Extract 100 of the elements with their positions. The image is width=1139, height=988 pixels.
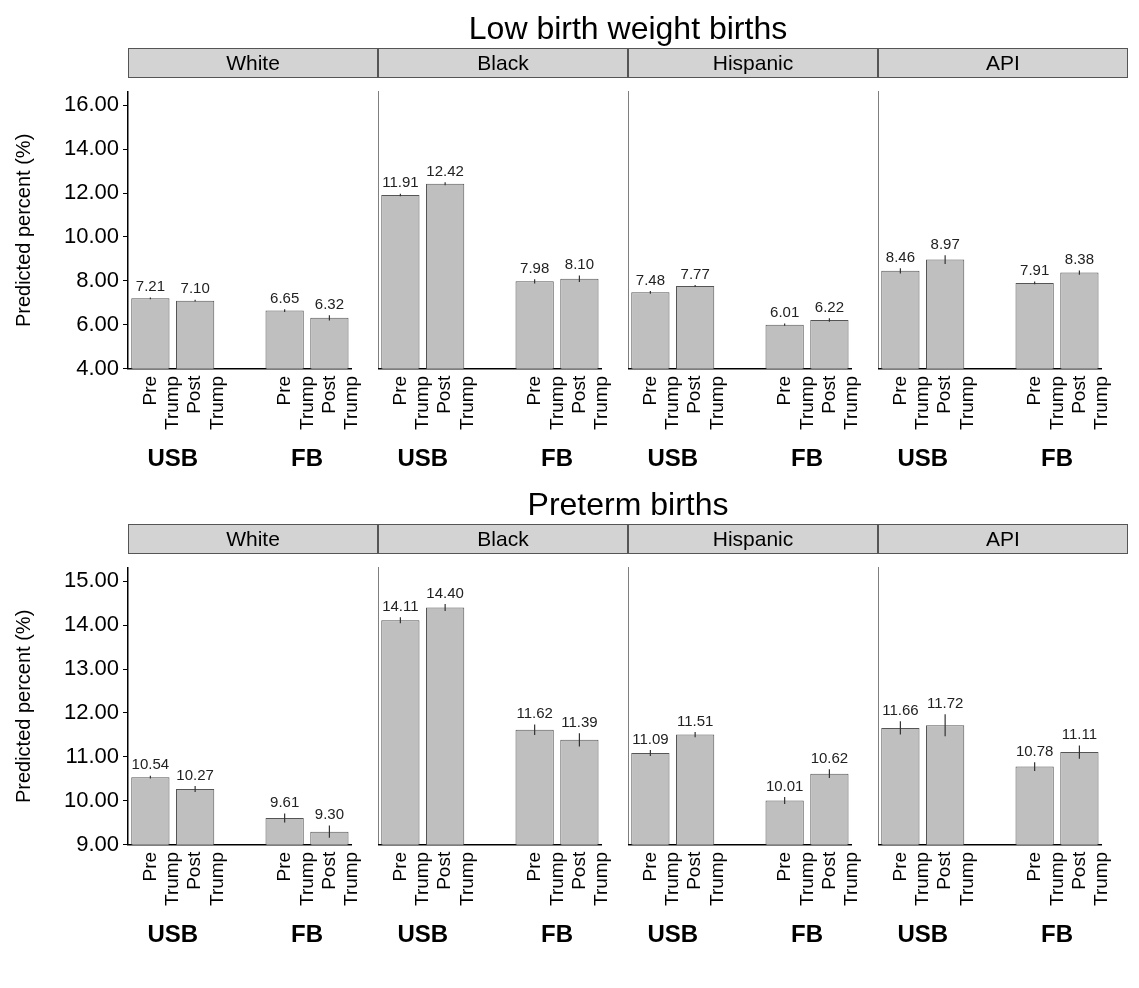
data-label: 10.78: [1015, 741, 1054, 759]
x-tick-label: Pre Trump: [888, 851, 933, 907]
chart-subtitle: API: [878, 48, 1128, 78]
text: FB: [291, 920, 324, 947]
data-label: 11.39: [561, 712, 598, 730]
x-tick-label: Post Trump: [183, 851, 228, 907]
text: USB: [397, 920, 449, 947]
data-label: 7.48: [635, 270, 665, 288]
data-label: 7.77: [680, 264, 710, 282]
y-tick-label: 14.00: [63, 611, 119, 637]
data-label: 11.51: [676, 711, 714, 729]
y-tick-label: 13.00: [63, 655, 119, 681]
y-tick-label: 15.00: [63, 567, 119, 593]
x-tick-label: Pre Trump: [888, 375, 933, 431]
y-tick-label: 12.00: [63, 699, 119, 725]
chart-subtitle: Hispanic: [628, 524, 878, 554]
data-label: 9.30: [314, 805, 344, 823]
x-tick-label: Post Trump: [183, 375, 228, 431]
x-tick-label: Post Trump: [817, 375, 862, 431]
text: USB: [397, 444, 449, 471]
y-axis-title: Predicted percent (%): [11, 609, 34, 804]
x-tick-label: Pre Trump: [272, 851, 317, 907]
data-label: 11.62: [516, 704, 553, 722]
data-label: 6.32: [314, 294, 344, 312]
data-label: 7.21: [135, 277, 165, 295]
data-label: 6.01: [770, 303, 800, 321]
x-tick-label: Post Trump: [317, 851, 362, 907]
text: USB: [147, 920, 199, 947]
x-tick-label: Post Trump: [567, 851, 612, 907]
y-tick-label: 14.00: [63, 135, 119, 161]
x-tick-label: Pre Trump: [1022, 375, 1067, 431]
data-label: 8.38: [1064, 250, 1094, 268]
x-tick-label: Pre Trump: [138, 375, 183, 431]
data-label: 8.46: [885, 247, 915, 265]
x-tick-label: Pre Trump: [388, 375, 433, 431]
data-label: 9.61: [270, 793, 300, 811]
text: USB: [897, 920, 949, 947]
data-label: 11.66: [882, 700, 919, 718]
text: FB: [1041, 444, 1074, 471]
data-label: 6.65: [270, 288, 300, 306]
x-tick-label: Post Trump: [317, 375, 362, 431]
x-tick-label: Pre Trump: [388, 851, 433, 907]
data-label: 8.97: [930, 234, 960, 252]
y-tick-label: 9.00: [76, 830, 119, 856]
y-tick-label: 16.00: [63, 91, 119, 117]
text: FB: [791, 920, 824, 947]
y-tick-label: 12.00: [63, 179, 119, 205]
x-tick-label: Pre Trump: [522, 851, 567, 907]
x-tick-label: Post Trump: [433, 375, 478, 431]
text: USB: [897, 444, 949, 471]
text: FB: [541, 444, 574, 471]
x-tick-label: Pre Trump: [772, 851, 817, 907]
data-label: 10.01: [765, 776, 804, 794]
text: Preterm births: [526, 485, 730, 524]
x-tick-label: Post Trump: [567, 375, 612, 431]
data-label: 7.91: [1020, 261, 1050, 279]
x-tick-label: Post Trump: [1067, 375, 1112, 431]
data-label: 11.09: [632, 729, 669, 747]
data-label: 11.11: [1061, 725, 1098, 743]
data-label: 7.98: [520, 258, 550, 276]
x-tick-label: Post Trump: [817, 851, 862, 907]
text: USB: [147, 444, 199, 471]
data-label: 14.11: [382, 596, 419, 614]
x-tick-label: Pre Trump: [1022, 851, 1067, 907]
y-tick-label: 10.00: [63, 223, 119, 249]
text: USB: [647, 444, 699, 471]
data-label: 12.42: [426, 161, 464, 179]
x-tick-label: Post Trump: [433, 851, 478, 907]
x-tick-label: Pre Trump: [638, 851, 683, 907]
y-tick-label: 10.00: [63, 786, 119, 812]
text: FB: [541, 920, 574, 947]
y-axis-title: Predicted percent (%): [11, 133, 34, 328]
chart-subtitle: Hispanic: [628, 48, 878, 78]
x-tick-label: Post Trump: [683, 375, 728, 431]
chart-subtitle: API: [878, 524, 1128, 554]
text: FB: [1041, 920, 1074, 947]
data-label: 7.10: [180, 279, 210, 297]
text: Low birth weight births: [467, 9, 789, 48]
text: FB: [791, 444, 824, 471]
data-label: 8.10: [564, 255, 594, 273]
chart-subtitle: White: [128, 524, 378, 554]
chart-subtitle: Black: [378, 524, 628, 554]
x-tick-label: Post Trump: [1067, 851, 1112, 907]
text: USB: [647, 920, 699, 947]
data-label: 11.72: [926, 693, 964, 711]
chart-subtitle: Black: [378, 48, 628, 78]
data-label: 10.54: [131, 755, 170, 773]
data-label: 11.91: [382, 173, 419, 191]
x-tick-label: Post Trump: [933, 375, 978, 431]
x-tick-label: Pre Trump: [772, 375, 817, 431]
y-tick-label: 11.00: [65, 743, 119, 768]
x-tick-label: Post Trump: [933, 851, 978, 907]
x-tick-label: Pre Trump: [638, 375, 683, 431]
y-tick-label: 4.00: [76, 354, 119, 380]
data-label: 10.62: [810, 748, 849, 766]
data-label: 6.22: [814, 297, 844, 315]
chart-subtitle: White: [128, 48, 378, 78]
data-label: 14.40: [426, 583, 464, 601]
y-tick-label: 6.00: [76, 310, 119, 336]
x-tick-label: Post Trump: [683, 851, 728, 907]
